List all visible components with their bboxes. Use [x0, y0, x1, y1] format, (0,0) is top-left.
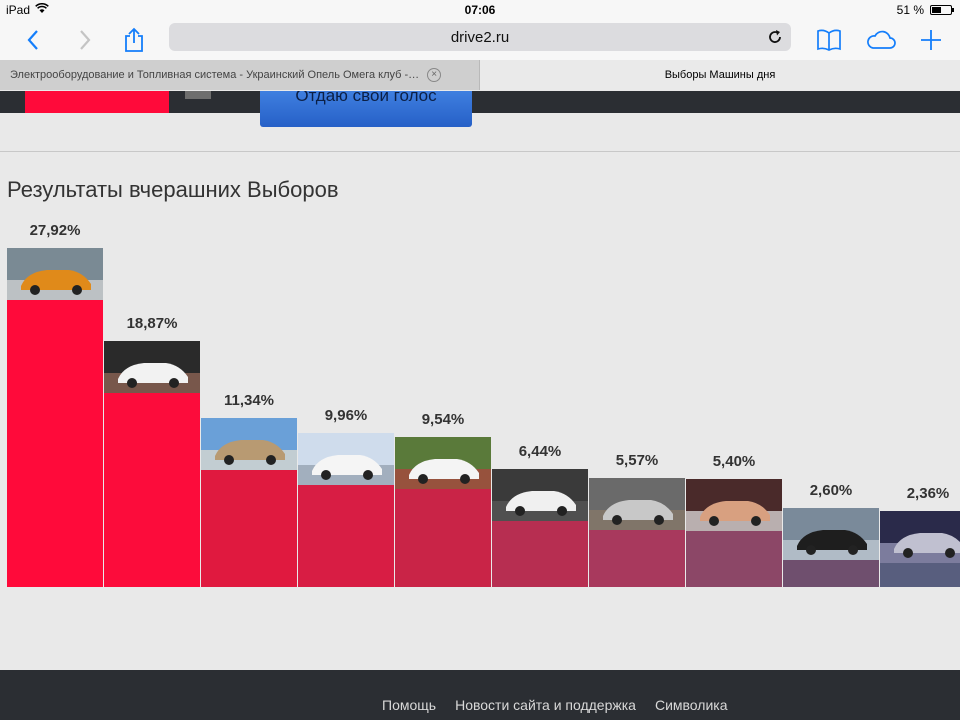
bar-percent-label: 18,87%	[126, 315, 178, 332]
tab-opel-omega-club[interactable]: Электрооборудование и Топливная система …	[0, 60, 480, 90]
browser-toolbar: drive2.ru	[0, 20, 960, 60]
result-bar-7[interactable]: 5,57%	[589, 452, 685, 587]
bar-percent-label: 2,60%	[809, 482, 853, 499]
footer-link-symbols[interactable]: Символика	[654, 697, 728, 713]
share-icon	[123, 27, 145, 53]
book-icon	[816, 29, 842, 51]
vote-button-label: Отдаю свой голос	[295, 91, 437, 105]
vote-button[interactable]: Отдаю свой голос	[260, 91, 472, 127]
colosseum-car-photo[interactable]	[201, 418, 297, 470]
bar-percent-label: 6,44%	[518, 443, 562, 460]
bar-fill	[298, 485, 394, 587]
drive2-logo[interactable]	[25, 91, 169, 113]
reload-icon[interactable]	[767, 29, 783, 49]
close-tab-icon[interactable]: ×	[427, 68, 442, 82]
result-bar-5[interactable]: 9,54%	[395, 411, 491, 587]
result-bar-8[interactable]: 5,40%	[686, 453, 782, 587]
white-convertible-photo[interactable]	[395, 437, 491, 489]
silver-car-night-photo[interactable]	[880, 511, 960, 563]
bookmarks-button[interactable]	[815, 24, 843, 56]
result-bar-10[interactable]: 2,36%	[880, 485, 960, 587]
silver-car-rear-photo[interactable]	[589, 478, 685, 530]
bar-fill	[104, 393, 200, 587]
woman-in-car-photo[interactable]	[686, 479, 782, 531]
plus-icon	[920, 29, 942, 51]
bar-fill	[7, 300, 103, 587]
result-bar-3[interactable]: 11,34%	[201, 392, 297, 587]
battery-percent: 51 %	[896, 3, 924, 17]
bar-percent-label: 9,96%	[324, 407, 368, 424]
footer: Помощь Новости сайта и поддержка Символи…	[0, 670, 960, 720]
tab-title: Электрооборудование и Топливная система …	[10, 69, 420, 81]
back-button[interactable]	[20, 24, 46, 56]
cloud-icon	[865, 30, 897, 50]
bar-fill	[589, 530, 685, 587]
address-bar[interactable]: drive2.ru	[169, 23, 791, 51]
tab-title: Выборы Машины дня	[664, 69, 776, 81]
chevron-right-icon	[78, 29, 92, 51]
new-tab-button[interactable]	[918, 24, 944, 56]
election-results-chart: 27,92% 18,87% 11,34% 9,96% 9,54% 6,44% 5,57% 5,…	[7, 211, 960, 587]
share-button[interactable]	[120, 24, 148, 56]
clock: 07:06	[464, 3, 496, 17]
result-bar-4[interactable]: 9,96%	[298, 407, 394, 587]
bar-fill	[880, 563, 960, 587]
tab-bar: Электрооборудование и Топливная система …	[0, 60, 960, 90]
bar-percent-label: 9,54%	[421, 411, 465, 428]
tab-car-of-day-elections[interactable]: Выборы Машины дня	[480, 60, 960, 90]
bar-fill	[201, 470, 297, 587]
footer-link-news[interactable]: Новости сайта и поддержка	[455, 697, 636, 713]
result-bar-9[interactable]: 2,60%	[783, 482, 879, 587]
icloud-tabs-button[interactable]	[864, 24, 898, 56]
bar-percent-label: 2,36%	[906, 485, 950, 502]
bar-fill	[783, 560, 879, 587]
footer-link-help[interactable]: Помощь	[382, 697, 437, 713]
white-car-garage-photo[interactable]	[492, 469, 588, 521]
result-bar-2[interactable]: 18,87%	[104, 315, 200, 587]
chevron-left-icon	[26, 29, 40, 51]
bar-percent-label: 27,92%	[29, 222, 81, 239]
white-sedan-snow-photo[interactable]	[298, 433, 394, 485]
url-text: drive2.ru	[450, 28, 510, 46]
battery-icon	[930, 5, 954, 15]
results-heading: Результаты вчерашних Выборов	[7, 177, 339, 202]
orange-sports-car-photo[interactable]	[7, 248, 103, 300]
forward-button[interactable]	[72, 24, 98, 56]
banner-thumbnail	[185, 91, 211, 99]
status-bar: iPad 07:06 51 %	[0, 0, 960, 20]
bar-percent-label: 11,34%	[223, 392, 275, 409]
web-page: Отдаю свой голос Результаты вчерашних Вы…	[0, 91, 960, 720]
black-sedan-photo[interactable]	[783, 508, 879, 560]
device-name: iPad	[6, 3, 31, 17]
bar-fill	[395, 489, 491, 587]
wifi-icon	[35, 2, 49, 17]
bar-percent-label: 5,40%	[712, 453, 756, 470]
white-hatchback-photo[interactable]	[104, 341, 200, 393]
result-bar-6[interactable]: 6,44%	[492, 443, 588, 587]
divider	[0, 151, 960, 152]
bar-fill	[492, 521, 588, 587]
result-bar-1[interactable]: 27,92%	[7, 222, 103, 587]
bar-fill	[686, 531, 782, 587]
top-banner	[0, 91, 960, 113]
bar-percent-label: 5,57%	[615, 452, 659, 469]
